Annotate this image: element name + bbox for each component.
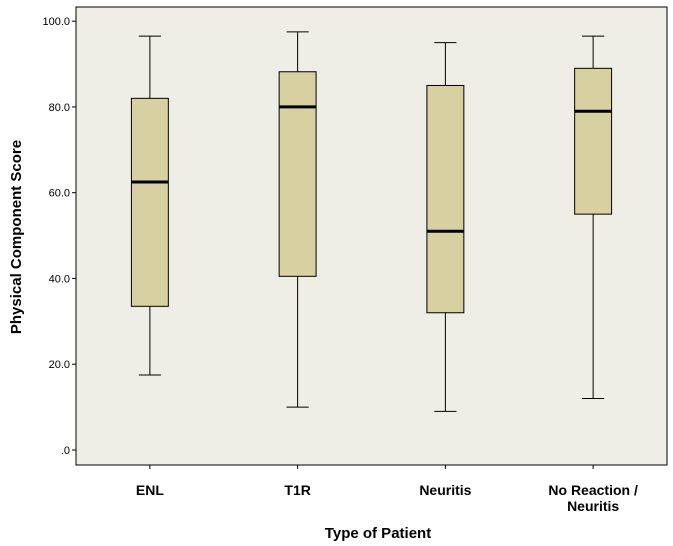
iqr-box	[130, 97, 169, 307]
y-tick-label: 100.0	[42, 16, 70, 28]
y-axis-title: Physical Component Score	[8, 140, 25, 334]
y-tick-label: 60.0	[49, 188, 70, 200]
box-2	[278, 31, 317, 408]
x-axis-category-labels: ENL T1R Neuritis No Reaction /Neuritis	[136, 465, 638, 514]
box-1	[130, 35, 169, 376]
y-tick-label: .0	[61, 445, 70, 457]
category-label: Neuritis	[419, 482, 471, 498]
y-tick-label: 20.0	[49, 359, 70, 371]
box-3	[426, 42, 465, 412]
category-label: ENL	[136, 482, 164, 498]
plot-area	[75, 6, 668, 466]
y-axis-ticks: .0 20.0 40.0 60.0 80.0 100.0	[42, 16, 76, 457]
iqr-box	[426, 84, 465, 314]
iqr-box	[574, 67, 613, 215]
category-label: T1R	[284, 482, 310, 498]
y-tick-label: 40.0	[49, 273, 70, 285]
box-4	[574, 35, 613, 400]
boxes	[130, 31, 613, 412]
iqr-box	[278, 71, 317, 277]
x-axis-title: Type of Patient	[325, 525, 431, 542]
category-label: No Reaction /	[548, 482, 638, 498]
category-label: Neuritis	[567, 498, 619, 514]
y-tick-label: 80.0	[49, 102, 70, 114]
